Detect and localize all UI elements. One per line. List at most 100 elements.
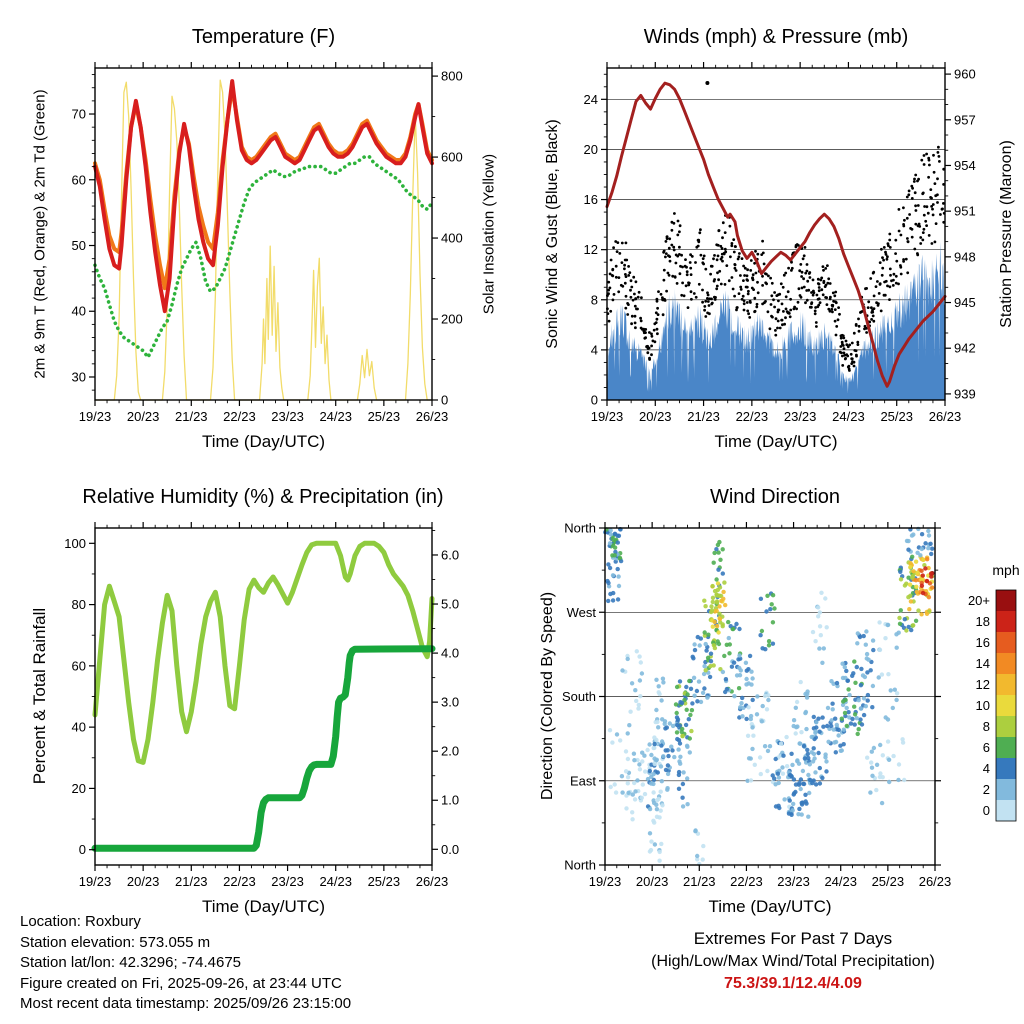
svg-text:800: 800 — [441, 69, 463, 84]
station-info: Location: Roxbury Station elevation: 573… — [20, 912, 351, 1015]
svg-text:0.0: 0.0 — [441, 842, 459, 857]
svg-text:8: 8 — [591, 292, 598, 307]
elevation-line: Station elevation: 573.055 m — [20, 933, 211, 951]
svg-text:23/23: 23/23 — [271, 409, 304, 424]
axis-label-solar-right: Solar Insolation (Yellow) — [480, 153, 498, 315]
extremes-block: Extremes For Past 7 Days (High/Low/Max W… — [565, 929, 1021, 993]
svg-text:North: North — [564, 858, 596, 873]
axis-label-wind-left: Sonic Wind & Gust (Blue, Black) — [544, 119, 561, 349]
svg-text:50: 50 — [72, 238, 86, 253]
svg-text:23/23: 23/23 — [271, 874, 304, 889]
timestamp-line: Most recent data timestamp: 2025/09/26 2… — [20, 995, 352, 1012]
extremes-subtitle: (High/Low/Max Wind/Total Precipitation) — [651, 953, 935, 970]
svg-text:951: 951 — [954, 204, 976, 219]
svg-text:21/23: 21/23 — [687, 409, 720, 424]
svg-text:945: 945 — [954, 295, 976, 310]
svg-text:20: 20 — [72, 781, 86, 796]
svg-text:24/23: 24/23 — [319, 874, 352, 889]
svg-text:26/23: 26/23 — [416, 874, 449, 889]
svg-text:0: 0 — [983, 803, 990, 818]
latlon-line: Station lat/lon: 42.3296; -74.4675 — [20, 954, 242, 971]
svg-text:942: 942 — [954, 341, 976, 356]
svg-text:25/23: 25/23 — [368, 874, 401, 889]
chart-title-winds-pressure: Winds (mph) & Pressure (mb) — [643, 26, 909, 48]
svg-text:60: 60 — [72, 658, 86, 673]
svg-text:100: 100 — [64, 536, 86, 551]
colorbar-title: mph — [992, 562, 1020, 578]
svg-text:60: 60 — [72, 172, 86, 187]
svg-text:25/23: 25/23 — [368, 409, 401, 424]
svg-text:600: 600 — [441, 150, 463, 165]
svg-text:200: 200 — [441, 312, 463, 327]
svg-text:East: East — [570, 773, 596, 788]
svg-text:30: 30 — [72, 369, 86, 384]
svg-text:24/23: 24/23 — [319, 409, 352, 424]
created-line: Figure created on Fri, 2025-09-26, at 23… — [20, 974, 342, 992]
svg-text:19/23: 19/23 — [79, 874, 112, 889]
chart-title-rh-precip: Relative Humidity (%) & Precipitation (i… — [82, 486, 444, 508]
svg-text:0: 0 — [441, 393, 448, 408]
svg-text:70: 70 — [72, 107, 86, 122]
svg-text:South: South — [562, 689, 596, 704]
svg-text:23/23: 23/23 — [777, 874, 810, 889]
svg-text:22/23: 22/23 — [223, 874, 256, 889]
svg-text:939: 939 — [954, 386, 976, 401]
svg-text:20/23: 20/23 — [639, 409, 672, 424]
svg-text:40: 40 — [72, 304, 86, 319]
svg-text:20: 20 — [584, 142, 598, 157]
chart-title-wind-direction: Wind Direction — [709, 486, 841, 508]
svg-text:21/23: 21/23 — [175, 874, 208, 889]
svg-text:10: 10 — [976, 698, 990, 713]
svg-text:6: 6 — [983, 740, 990, 755]
svg-text:948: 948 — [954, 249, 976, 264]
svg-text:5.0: 5.0 — [441, 597, 459, 612]
svg-text:0: 0 — [591, 393, 598, 408]
svg-text:954: 954 — [954, 158, 976, 173]
svg-text:6.0: 6.0 — [441, 547, 459, 562]
svg-text:18: 18 — [976, 614, 990, 629]
x-axis-label-rh: Time (Day/UTC) — [201, 897, 326, 916]
svg-text:4.0: 4.0 — [441, 646, 459, 661]
svg-text:21/23: 21/23 — [683, 874, 716, 889]
svg-text:3.0: 3.0 — [441, 695, 459, 710]
svg-text:24/23: 24/23 — [832, 409, 865, 424]
svg-text:20/23: 20/23 — [127, 874, 160, 889]
svg-text:24: 24 — [584, 92, 598, 107]
svg-text:25/23: 25/23 — [872, 874, 905, 889]
svg-text:1.0: 1.0 — [441, 793, 459, 808]
svg-text:4: 4 — [983, 761, 990, 776]
svg-text:957: 957 — [954, 112, 976, 127]
svg-text:22/23: 22/23 — [736, 409, 769, 424]
svg-text:21/23: 21/23 — [175, 409, 208, 424]
svg-text:14: 14 — [976, 656, 990, 671]
svg-text:12: 12 — [584, 242, 598, 257]
chart-title-temperature: Temperature (F) — [191, 26, 336, 48]
axis-label-temperature-left: 2m & 9m T (Red, Orange) & 2m Td (Green) — [31, 89, 49, 379]
svg-text:80: 80 — [72, 597, 86, 612]
svg-text:20/23: 20/23 — [636, 874, 669, 889]
svg-text:25/23: 25/23 — [880, 409, 913, 424]
svg-text:40: 40 — [72, 720, 86, 735]
extremes-values: 75.3/39.1/12.4/4.09 — [724, 975, 862, 992]
svg-text:22/23: 22/23 — [223, 409, 256, 424]
svg-text:23/23: 23/23 — [784, 409, 817, 424]
x-axis-label-temperature: Time (Day/UTC) — [201, 432, 326, 451]
extremes-title: Extremes For Past 7 Days — [693, 929, 893, 948]
svg-text:20+: 20+ — [968, 593, 990, 608]
svg-text:26/23: 26/23 — [919, 874, 952, 889]
x-axis-label-winds: Time (Day/UTC) — [714, 432, 838, 451]
svg-text:24/23: 24/23 — [824, 874, 857, 889]
svg-text:22/23: 22/23 — [730, 874, 763, 889]
svg-text:400: 400 — [441, 231, 463, 246]
svg-text:16: 16 — [976, 635, 990, 650]
svg-text:26/23: 26/23 — [929, 409, 962, 424]
axis-label-rh-left: Percent & Total Rainfall — [30, 607, 49, 785]
svg-text:North: North — [564, 521, 596, 536]
svg-text:19/23: 19/23 — [79, 409, 112, 424]
axis-label-pressure-right: Station Pressure (Maroon) — [998, 140, 1015, 328]
svg-text:16: 16 — [584, 192, 598, 207]
x-axis-label-direction: Time (Day/UTC) — [708, 897, 832, 916]
svg-text:960: 960 — [954, 67, 976, 82]
